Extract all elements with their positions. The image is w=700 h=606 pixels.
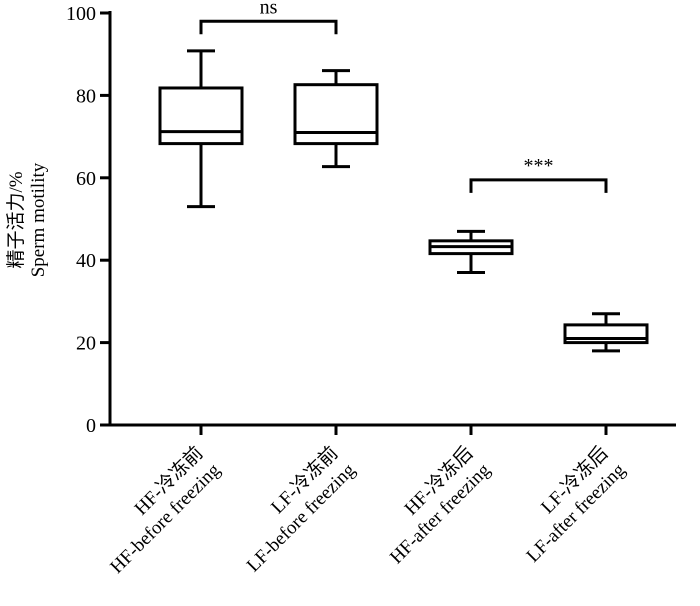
box-series — [158, 49, 649, 353]
significance-bracket-1: ns — [199, 0, 338, 35]
y-axis: 0 20 40 60 80 100 — [66, 3, 112, 437]
significance-brackets: ns *** — [199, 0, 608, 193]
box-2 — [293, 69, 379, 169]
y-tick-label: 40 — [76, 250, 96, 272]
box-iqr — [158, 86, 244, 146]
bracket-line — [469, 178, 608, 193]
box-4 — [563, 312, 649, 353]
y-axis-title-en: Sperm motility — [28, 162, 49, 277]
significance-label: ns — [260, 0, 278, 18]
box-1 — [158, 49, 244, 209]
y-tick-label: 60 — [76, 168, 96, 190]
x-axis — [108, 423, 676, 435]
box-iqr — [293, 83, 379, 146]
box-3 — [428, 229, 514, 275]
bracket-line — [199, 19, 338, 35]
y-tick-label: 0 — [86, 415, 96, 437]
y-tick-label: 80 — [76, 85, 96, 107]
y-tick-label: 100 — [66, 3, 96, 25]
y-tick-label: 20 — [76, 333, 96, 355]
y-axis-title: 精子活力/% Sperm motility — [5, 162, 49, 277]
y-axis-title-cn: 精子活力/% — [5, 171, 27, 268]
significance-label: *** — [524, 155, 554, 177]
significance-bracket-2: *** — [469, 155, 608, 193]
